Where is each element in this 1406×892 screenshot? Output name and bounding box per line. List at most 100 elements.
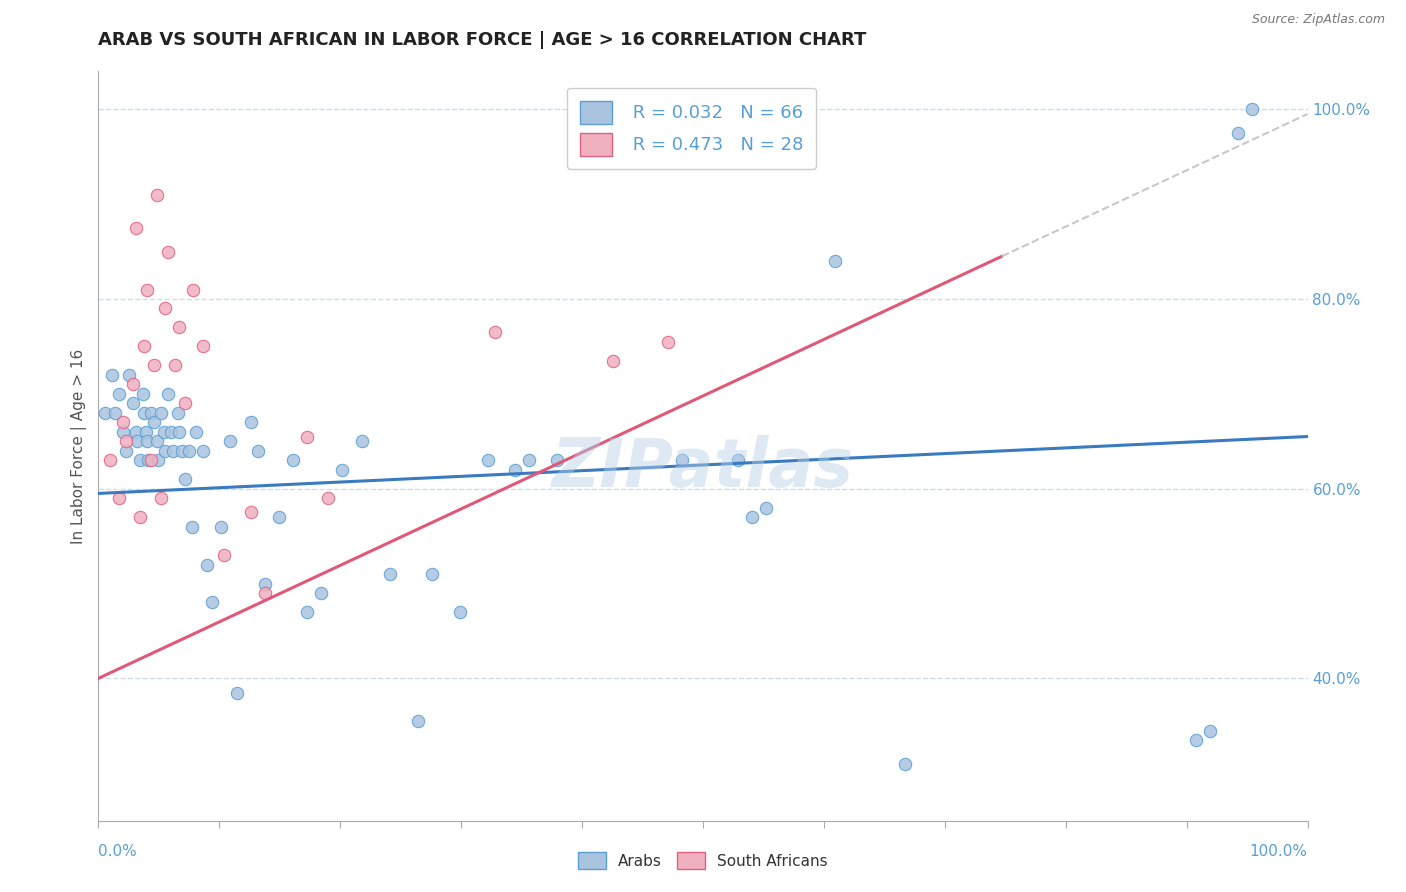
Point bbox=[295, 429, 318, 443]
Point bbox=[546, 453, 568, 467]
Point bbox=[112, 425, 135, 439]
Point bbox=[166, 406, 188, 420]
Point bbox=[122, 396, 145, 410]
Point bbox=[316, 491, 339, 505]
Point bbox=[201, 595, 224, 609]
Point bbox=[671, 453, 693, 467]
Point bbox=[226, 685, 249, 699]
Point bbox=[177, 443, 200, 458]
Point bbox=[101, 368, 124, 382]
Point bbox=[269, 510, 291, 524]
Point bbox=[162, 443, 184, 458]
Point bbox=[112, 415, 135, 429]
Point bbox=[281, 453, 304, 467]
Point bbox=[148, 453, 170, 467]
Point bbox=[153, 301, 176, 316]
Point bbox=[132, 387, 155, 401]
Point bbox=[602, 353, 624, 368]
Point bbox=[115, 443, 138, 458]
Point bbox=[352, 434, 374, 449]
Point bbox=[167, 320, 190, 334]
Point bbox=[167, 425, 190, 439]
Point bbox=[219, 434, 242, 449]
Point bbox=[98, 453, 121, 467]
Legend: Arabs, South Africans: Arabs, South Africans bbox=[572, 846, 834, 875]
Point bbox=[136, 434, 159, 449]
Point bbox=[240, 415, 263, 429]
Point bbox=[125, 220, 148, 235]
Point bbox=[180, 519, 202, 533]
Point bbox=[212, 548, 235, 562]
Point bbox=[149, 491, 172, 505]
Text: ARAB VS SOUTH AFRICAN IN LABOR FORCE | AGE > 16 CORRELATION CHART: ARAB VS SOUTH AFRICAN IN LABOR FORCE | A… bbox=[98, 31, 866, 49]
Point bbox=[754, 500, 776, 515]
Text: 0.0%: 0.0% bbox=[98, 845, 138, 859]
Point bbox=[173, 472, 195, 486]
Point bbox=[184, 425, 207, 439]
Point bbox=[191, 339, 214, 353]
Point bbox=[247, 443, 270, 458]
Point bbox=[143, 359, 166, 373]
Point bbox=[135, 425, 157, 439]
Point bbox=[380, 567, 402, 582]
Point bbox=[127, 434, 149, 449]
Point bbox=[104, 406, 127, 420]
Y-axis label: In Labor Force | Age > 16: In Labor Force | Age > 16 bbox=[72, 349, 87, 543]
Point bbox=[153, 443, 176, 458]
Point bbox=[134, 406, 156, 420]
Point bbox=[254, 576, 277, 591]
Point bbox=[108, 491, 131, 505]
Point bbox=[156, 387, 179, 401]
Point bbox=[505, 463, 527, 477]
Point bbox=[149, 406, 172, 420]
Point bbox=[122, 377, 145, 392]
Point bbox=[141, 453, 163, 467]
Point bbox=[309, 586, 332, 600]
Text: Source: ZipAtlas.com: Source: ZipAtlas.com bbox=[1251, 13, 1385, 27]
Point bbox=[146, 434, 169, 449]
Point bbox=[406, 714, 429, 728]
Point bbox=[449, 605, 471, 619]
Point bbox=[727, 453, 749, 467]
Point bbox=[173, 396, 195, 410]
Point bbox=[125, 425, 148, 439]
Point bbox=[330, 463, 353, 477]
Point bbox=[1227, 126, 1250, 140]
Point bbox=[141, 406, 163, 420]
Point bbox=[134, 339, 156, 353]
Point bbox=[477, 453, 499, 467]
Point bbox=[129, 453, 152, 467]
Point bbox=[170, 443, 193, 458]
Point bbox=[159, 425, 181, 439]
Point bbox=[254, 586, 277, 600]
Point bbox=[893, 756, 915, 771]
Text: 100.0%: 100.0% bbox=[1250, 845, 1308, 859]
Point bbox=[209, 519, 232, 533]
Point bbox=[1240, 103, 1263, 117]
Point bbox=[824, 254, 846, 268]
Point bbox=[156, 244, 179, 259]
Point bbox=[240, 505, 263, 519]
Point bbox=[181, 283, 204, 297]
Point bbox=[1185, 733, 1208, 747]
Point bbox=[118, 368, 141, 382]
Point bbox=[108, 387, 131, 401]
Point bbox=[143, 415, 166, 429]
Point bbox=[741, 510, 763, 524]
Text: ZIPatlas: ZIPatlas bbox=[553, 435, 853, 501]
Point bbox=[191, 443, 214, 458]
Point bbox=[657, 334, 679, 349]
Point bbox=[295, 605, 318, 619]
Point bbox=[94, 406, 117, 420]
Point bbox=[146, 187, 169, 202]
Point bbox=[163, 359, 186, 373]
Point bbox=[115, 434, 138, 449]
Point bbox=[195, 558, 218, 572]
Point bbox=[138, 453, 160, 467]
Point bbox=[129, 510, 152, 524]
Point bbox=[152, 425, 174, 439]
Point bbox=[136, 283, 159, 297]
Point bbox=[1199, 723, 1222, 738]
Point bbox=[517, 453, 540, 467]
Legend:  R = 0.032   N = 66,  R = 0.473   N = 28: R = 0.032 N = 66, R = 0.473 N = 28 bbox=[567, 88, 815, 169]
